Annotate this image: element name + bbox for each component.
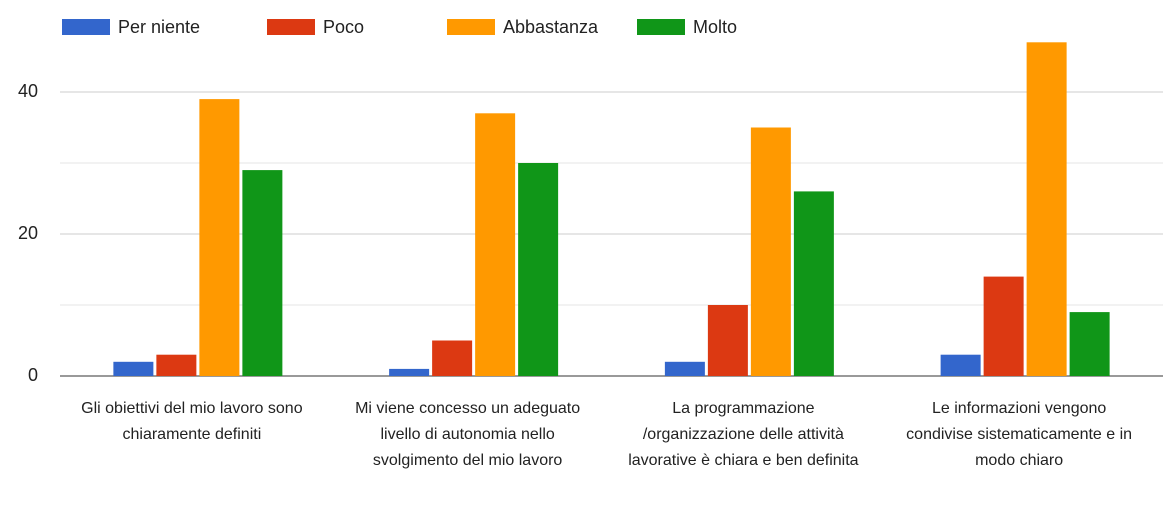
legend-swatch <box>267 19 315 35</box>
bar <box>707 305 748 376</box>
bar <box>518 163 559 376</box>
bar <box>940 354 981 376</box>
legend-swatch <box>447 19 495 35</box>
bar <box>1069 312 1110 376</box>
bar <box>475 113 516 377</box>
bar <box>793 191 834 376</box>
bar <box>199 99 240 376</box>
bar <box>113 361 154 376</box>
bar <box>983 276 1024 376</box>
legend-label: Abbastanza <box>503 17 599 37</box>
y-tick-label: 40 <box>18 81 38 101</box>
legend-label: Per niente <box>118 17 200 37</box>
legend-swatch <box>62 19 110 35</box>
legend-label: Molto <box>693 17 737 37</box>
bar <box>432 340 473 376</box>
y-tick-label: 20 <box>18 223 38 243</box>
bar <box>156 354 197 376</box>
legend-swatch <box>637 19 685 35</box>
x-tick-label: La programmazione /organizzazione delle … <box>628 400 859 469</box>
bar <box>242 170 283 376</box>
bar <box>750 127 791 376</box>
x-tick-label: Mi viene concesso un adeguato livello di… <box>355 400 581 469</box>
x-tick-label: Le informazioni vengono condivise sistem… <box>906 400 1133 469</box>
bar <box>1026 42 1067 377</box>
bar <box>389 368 430 376</box>
legend-label: Poco <box>323 17 364 37</box>
y-tick-label: 0 <box>28 365 38 385</box>
x-tick-label: Gli obiettivi del mio lavoro sono chiara… <box>81 400 303 443</box>
bar <box>664 361 705 376</box>
